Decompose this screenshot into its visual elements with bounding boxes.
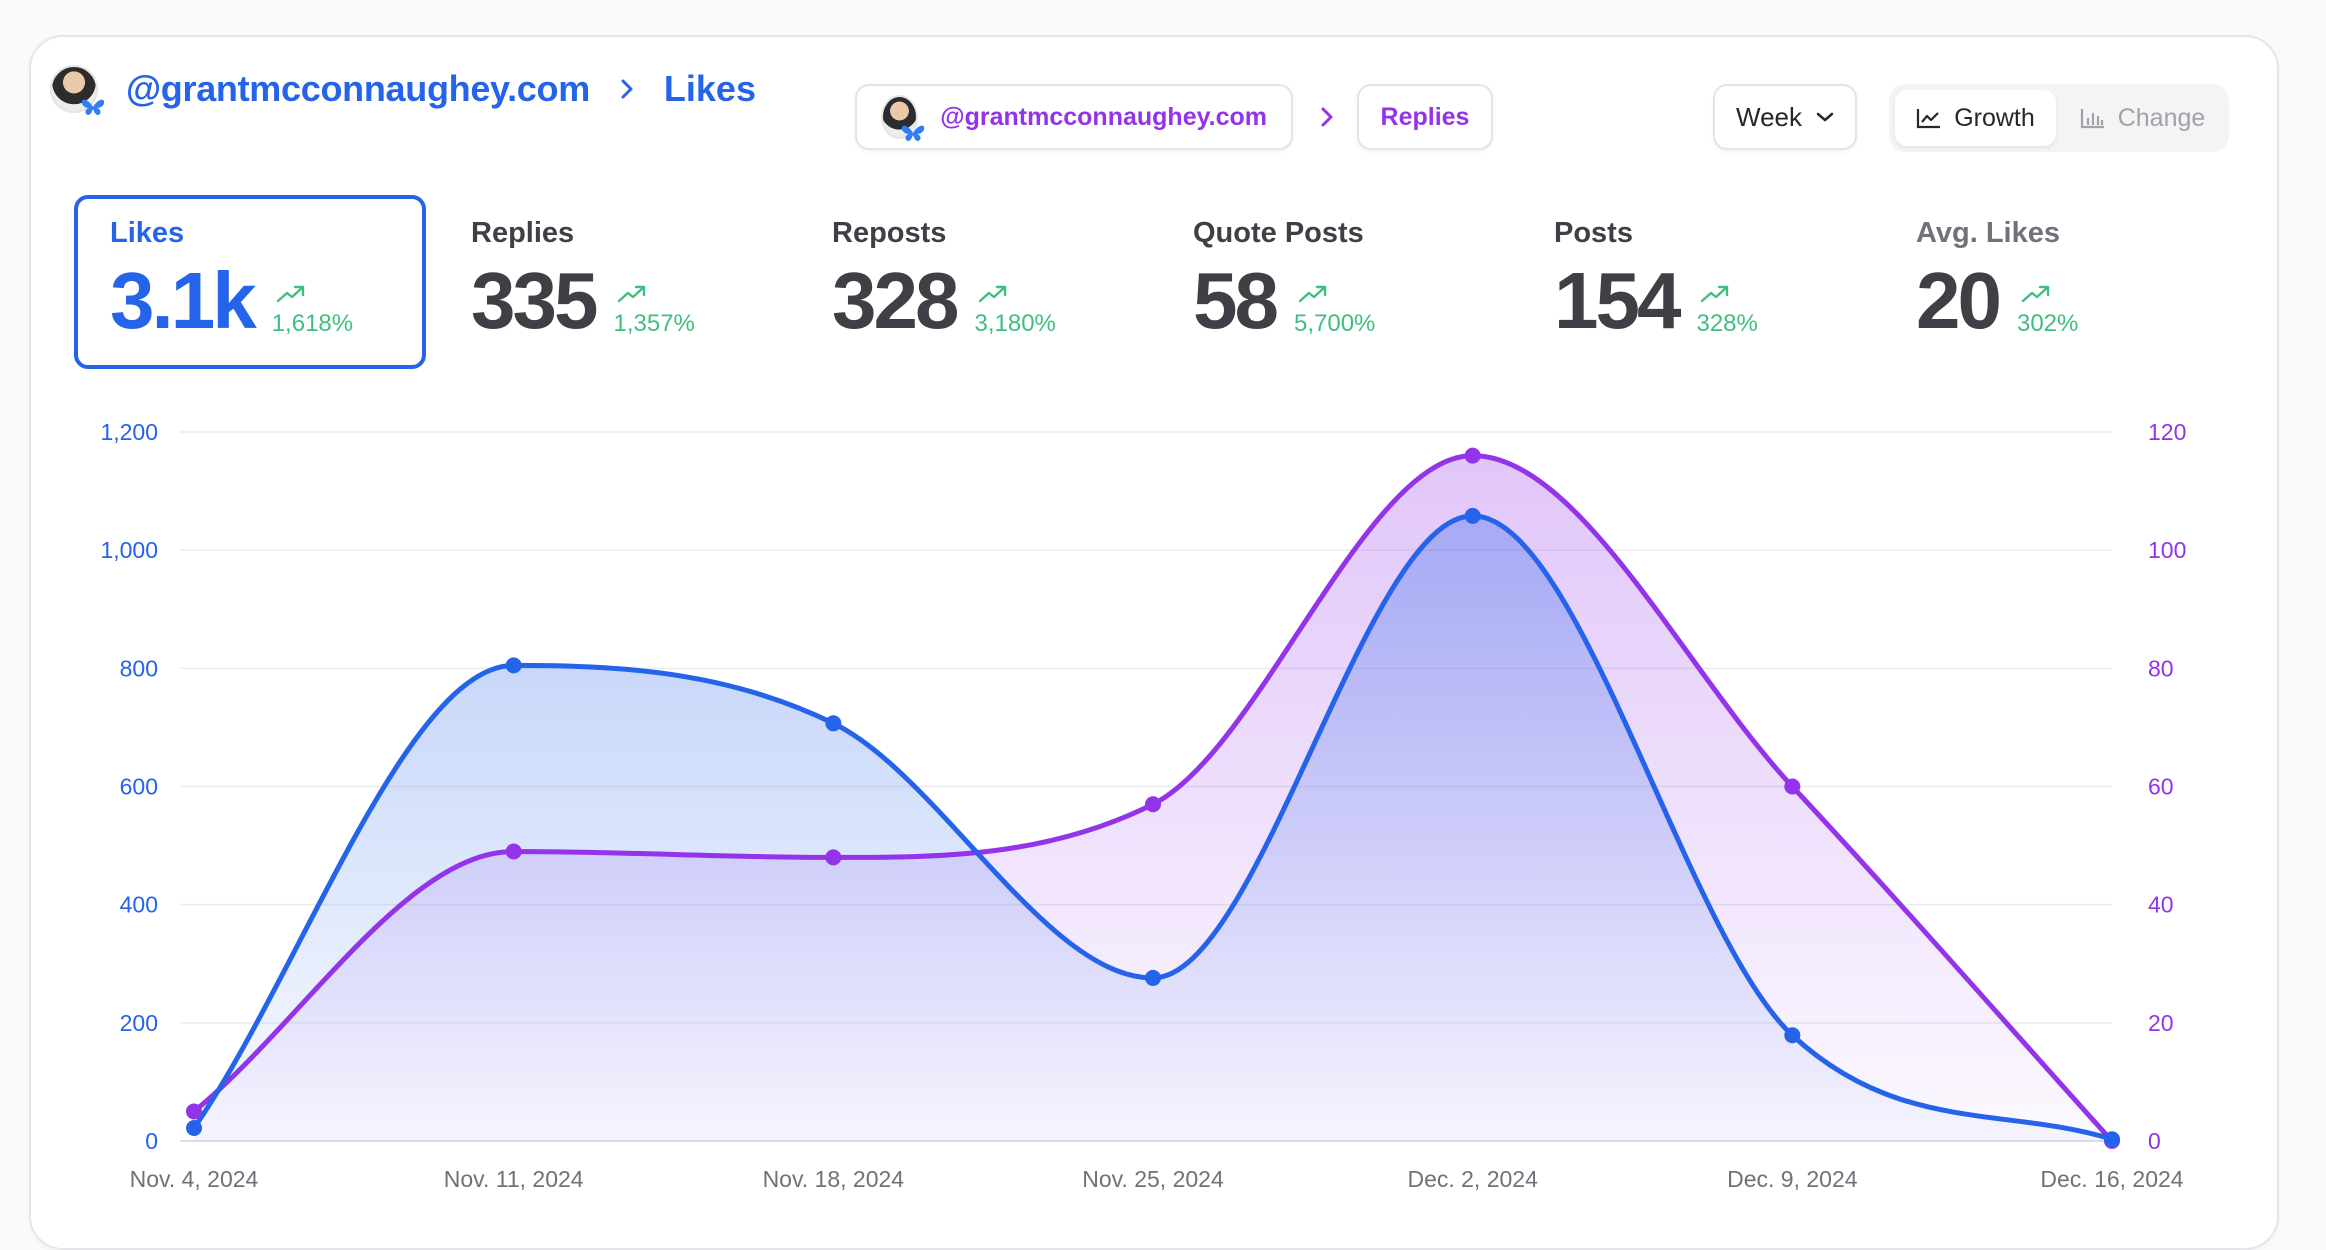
- y-right-tick-label: 20: [2148, 1010, 2174, 1036]
- y-right-tick-label: 0: [2148, 1128, 2161, 1154]
- chevron-down-icon: [1816, 112, 1834, 122]
- account-handle[interactable]: @grantmcconnaughey.com: [126, 68, 590, 109]
- stat-label: Avg. Likes: [1916, 217, 2060, 249]
- trending-up-icon: [1298, 285, 1327, 303]
- y-right-tick-label: 100: [2148, 537, 2186, 563]
- stat-value: 328: [832, 256, 959, 345]
- stat-quote-posts[interactable]: Quote Posts 58 5,700%: [1159, 195, 1511, 369]
- data-point-likes: [1145, 969, 1161, 986]
- compare-avatar: [881, 95, 925, 141]
- period-select[interactable]: Week: [1713, 84, 1857, 150]
- stat-avg-likes[interactable]: Avg. Likes 20 302%: [1882, 195, 2234, 369]
- stat-change: 1,357%: [613, 310, 695, 337]
- bar-chart-icon: [2080, 109, 2104, 129]
- data-point-replies: [505, 843, 522, 860]
- compare-metric-label: Replies: [1380, 102, 1470, 131]
- change-tab-label: Change: [2117, 103, 2206, 132]
- x-tick-label: Nov. 18, 2024: [763, 1166, 905, 1192]
- stat-value: 58: [1193, 256, 1279, 345]
- x-tick-label: Nov. 11, 2024: [444, 1166, 584, 1192]
- bluesky-butterfly-icon: [902, 125, 925, 141]
- stat-change: 302%: [2016, 310, 2079, 337]
- change-tab[interactable]: Change: [2062, 90, 2223, 146]
- data-point-likes: [186, 1120, 202, 1137]
- stat-value: 3.1k: [110, 256, 257, 345]
- breadcrumb: @grantmcconnaughey.com Likes: [50, 58, 756, 120]
- y-left-tick-label: 600: [120, 774, 158, 800]
- y-right-tick-label: 120: [2148, 419, 2186, 445]
- view-mode-toggle: Growth Change: [1889, 84, 2229, 152]
- stat-label: Likes: [110, 217, 185, 249]
- stat-label: Posts: [1554, 217, 1633, 249]
- bluesky-butterfly-icon: [81, 99, 105, 115]
- compare-account-label: @grantmcconnaughey.com: [940, 102, 1267, 131]
- data-point-replies: [1784, 778, 1801, 795]
- metric-title[interactable]: Likes: [663, 68, 756, 109]
- stat-label: Quote Posts: [1193, 217, 1364, 249]
- compare-metric-button[interactable]: Replies: [1357, 84, 1493, 150]
- avatar[interactable]: [50, 65, 105, 115]
- trending-up-icon: [1701, 285, 1729, 303]
- trending-up-icon: [979, 285, 1007, 303]
- stat-value: 335: [471, 256, 598, 345]
- chevron-right-icon: [621, 79, 633, 99]
- data-point-replies: [825, 849, 842, 866]
- y-left-tick-label: 400: [120, 892, 158, 918]
- stat-likes[interactable]: Likes 3.1k 1,618%: [74, 195, 426, 369]
- x-tick-label: Nov. 25, 2024: [1082, 1166, 1224, 1192]
- y-left-tick-label: 800: [120, 655, 158, 681]
- y-left-tick-label: 200: [120, 1010, 158, 1036]
- line-chart-icon: [1917, 109, 1941, 129]
- growth-tab-label: Growth: [1954, 103, 2035, 132]
- trending-up-icon: [2021, 285, 2050, 303]
- period-label: Week: [1736, 101, 1802, 132]
- y-left-tick-label: 1,200: [100, 419, 158, 445]
- y-left-tick-label: 0: [145, 1128, 158, 1154]
- chevron-right-icon: [1321, 107, 1333, 127]
- y-right-tick-label: 40: [2148, 892, 2174, 918]
- x-tick-label: Dec. 9, 2024: [1727, 1166, 1858, 1192]
- stat-label: Replies: [471, 217, 575, 249]
- stat-change: 1,618%: [271, 310, 354, 337]
- stat-label: Reposts: [832, 217, 947, 249]
- growth-tab[interactable]: Growth: [1895, 90, 2056, 146]
- data-point-replies: [1464, 447, 1481, 464]
- series-area-likes: [194, 515, 2112, 1141]
- series-line-likes: [191, 513, 2113, 1142]
- data-point-replies: [186, 1103, 202, 1120]
- y-right-tick-label: 80: [2148, 655, 2174, 681]
- data-point-likes: [2104, 1131, 2120, 1148]
- stat-change: 3,180%: [974, 310, 1056, 337]
- stat-value: 20: [1916, 256, 2002, 345]
- y-right-tick-label: 60: [2148, 774, 2174, 800]
- data-point-likes: [1784, 1027, 1801, 1044]
- data-point-likes: [825, 715, 842, 732]
- x-tick-label: Dec. 2, 2024: [1407, 1166, 1538, 1192]
- data-point-likes: [1464, 507, 1481, 524]
- stat-value: 154: [1554, 256, 1681, 345]
- compare-account-button[interactable]: @grantmcconnaughey.com: [855, 84, 1293, 150]
- stat-change: 328%: [1696, 310, 1758, 337]
- y-left-tick-label: 1,000: [100, 537, 158, 563]
- x-tick-label: Dec. 16, 2024: [2040, 1166, 2183, 1192]
- stat-posts[interactable]: Posts 154 328%: [1520, 195, 1872, 369]
- trending-up-icon: [276, 285, 304, 303]
- data-point-replies: [1145, 796, 1161, 813]
- stat-reposts[interactable]: Reposts 328 3,180%: [798, 195, 1150, 369]
- x-tick-label: Nov. 4, 2024: [130, 1166, 259, 1192]
- trending-up-icon: [618, 285, 646, 303]
- stat-change: 5,700%: [1293, 310, 1376, 337]
- stat-replies[interactable]: Replies 335 1,357%: [437, 195, 789, 369]
- data-point-likes: [505, 657, 522, 674]
